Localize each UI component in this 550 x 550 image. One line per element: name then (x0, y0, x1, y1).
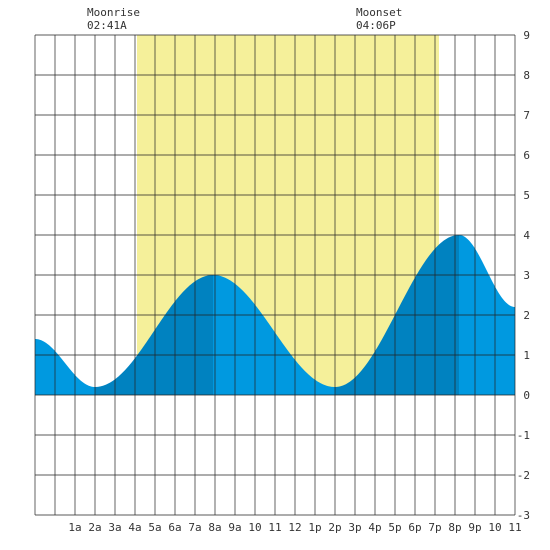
y-tick-label: -1 (517, 429, 530, 442)
y-tick-label: 5 (523, 189, 530, 202)
x-tick-label: 1p (308, 521, 321, 534)
moonset-label: Moonset (356, 6, 402, 19)
tide-falling-segment (213, 275, 335, 395)
x-tick-label: 5p (388, 521, 401, 534)
x-tick-label: 2a (88, 521, 101, 534)
tide-rising-segment (95, 275, 213, 395)
y-tick-label: -3 (517, 509, 530, 522)
x-tick-label: 12 (288, 521, 301, 534)
x-tick-label: 1a (68, 521, 81, 534)
x-tick-label: 11 (508, 521, 521, 534)
y-tick-labels: 9 8 7 6 5 4 3 2 1 0 -1 -2 -3 (517, 29, 531, 522)
y-tick-label: 4 (523, 229, 530, 242)
y-tick-label: 2 (523, 309, 530, 322)
y-tick-label: 0 (523, 389, 530, 402)
x-tick-label: 3a (108, 521, 121, 534)
x-tick-label: 10 (248, 521, 261, 534)
x-tick-label: 9p (468, 521, 481, 534)
x-tick-label: 6p (408, 521, 421, 534)
x-tick-label: 8p (448, 521, 461, 534)
tide-falling-segment (35, 339, 95, 395)
y-tick-label: 6 (523, 149, 530, 162)
grid-layer (34, 34, 516, 516)
y-tick-label: 1 (523, 349, 530, 362)
x-tick-label: 8a (208, 521, 221, 534)
moonrise-label: Moonrise (87, 6, 140, 19)
x-tick-label: 3p (348, 521, 361, 534)
x-tick-label: 5a (148, 521, 161, 534)
x-tick-labels: 1a 2a 3a 4a 5a 6a 7a 8a 9a 10 11 12 1p 2p 3p 4p 5p 6p 7p 8p… (68, 521, 521, 534)
y-tick-label: 7 (523, 109, 530, 122)
x-tick-label: 10 (488, 521, 501, 534)
x-tick-label: 11 (268, 521, 281, 534)
moonrise-time: 02:41A (87, 19, 127, 32)
x-tick-label: 4a (128, 521, 141, 534)
y-tick-label: -2 (517, 469, 530, 482)
y-tick-label: 9 (523, 29, 530, 42)
y-tick-label: 8 (523, 69, 530, 82)
x-tick-label: 6a (168, 521, 181, 534)
x-tick-label: 2p (328, 521, 341, 534)
x-tick-label: 4p (368, 521, 381, 534)
y-tick-label: 3 (523, 269, 530, 282)
x-tick-label: 7p (428, 521, 441, 534)
x-tick-label: 7a (188, 521, 201, 534)
moonset-time: 04:06P (356, 19, 396, 32)
x-tick-label: 9a (228, 521, 241, 534)
